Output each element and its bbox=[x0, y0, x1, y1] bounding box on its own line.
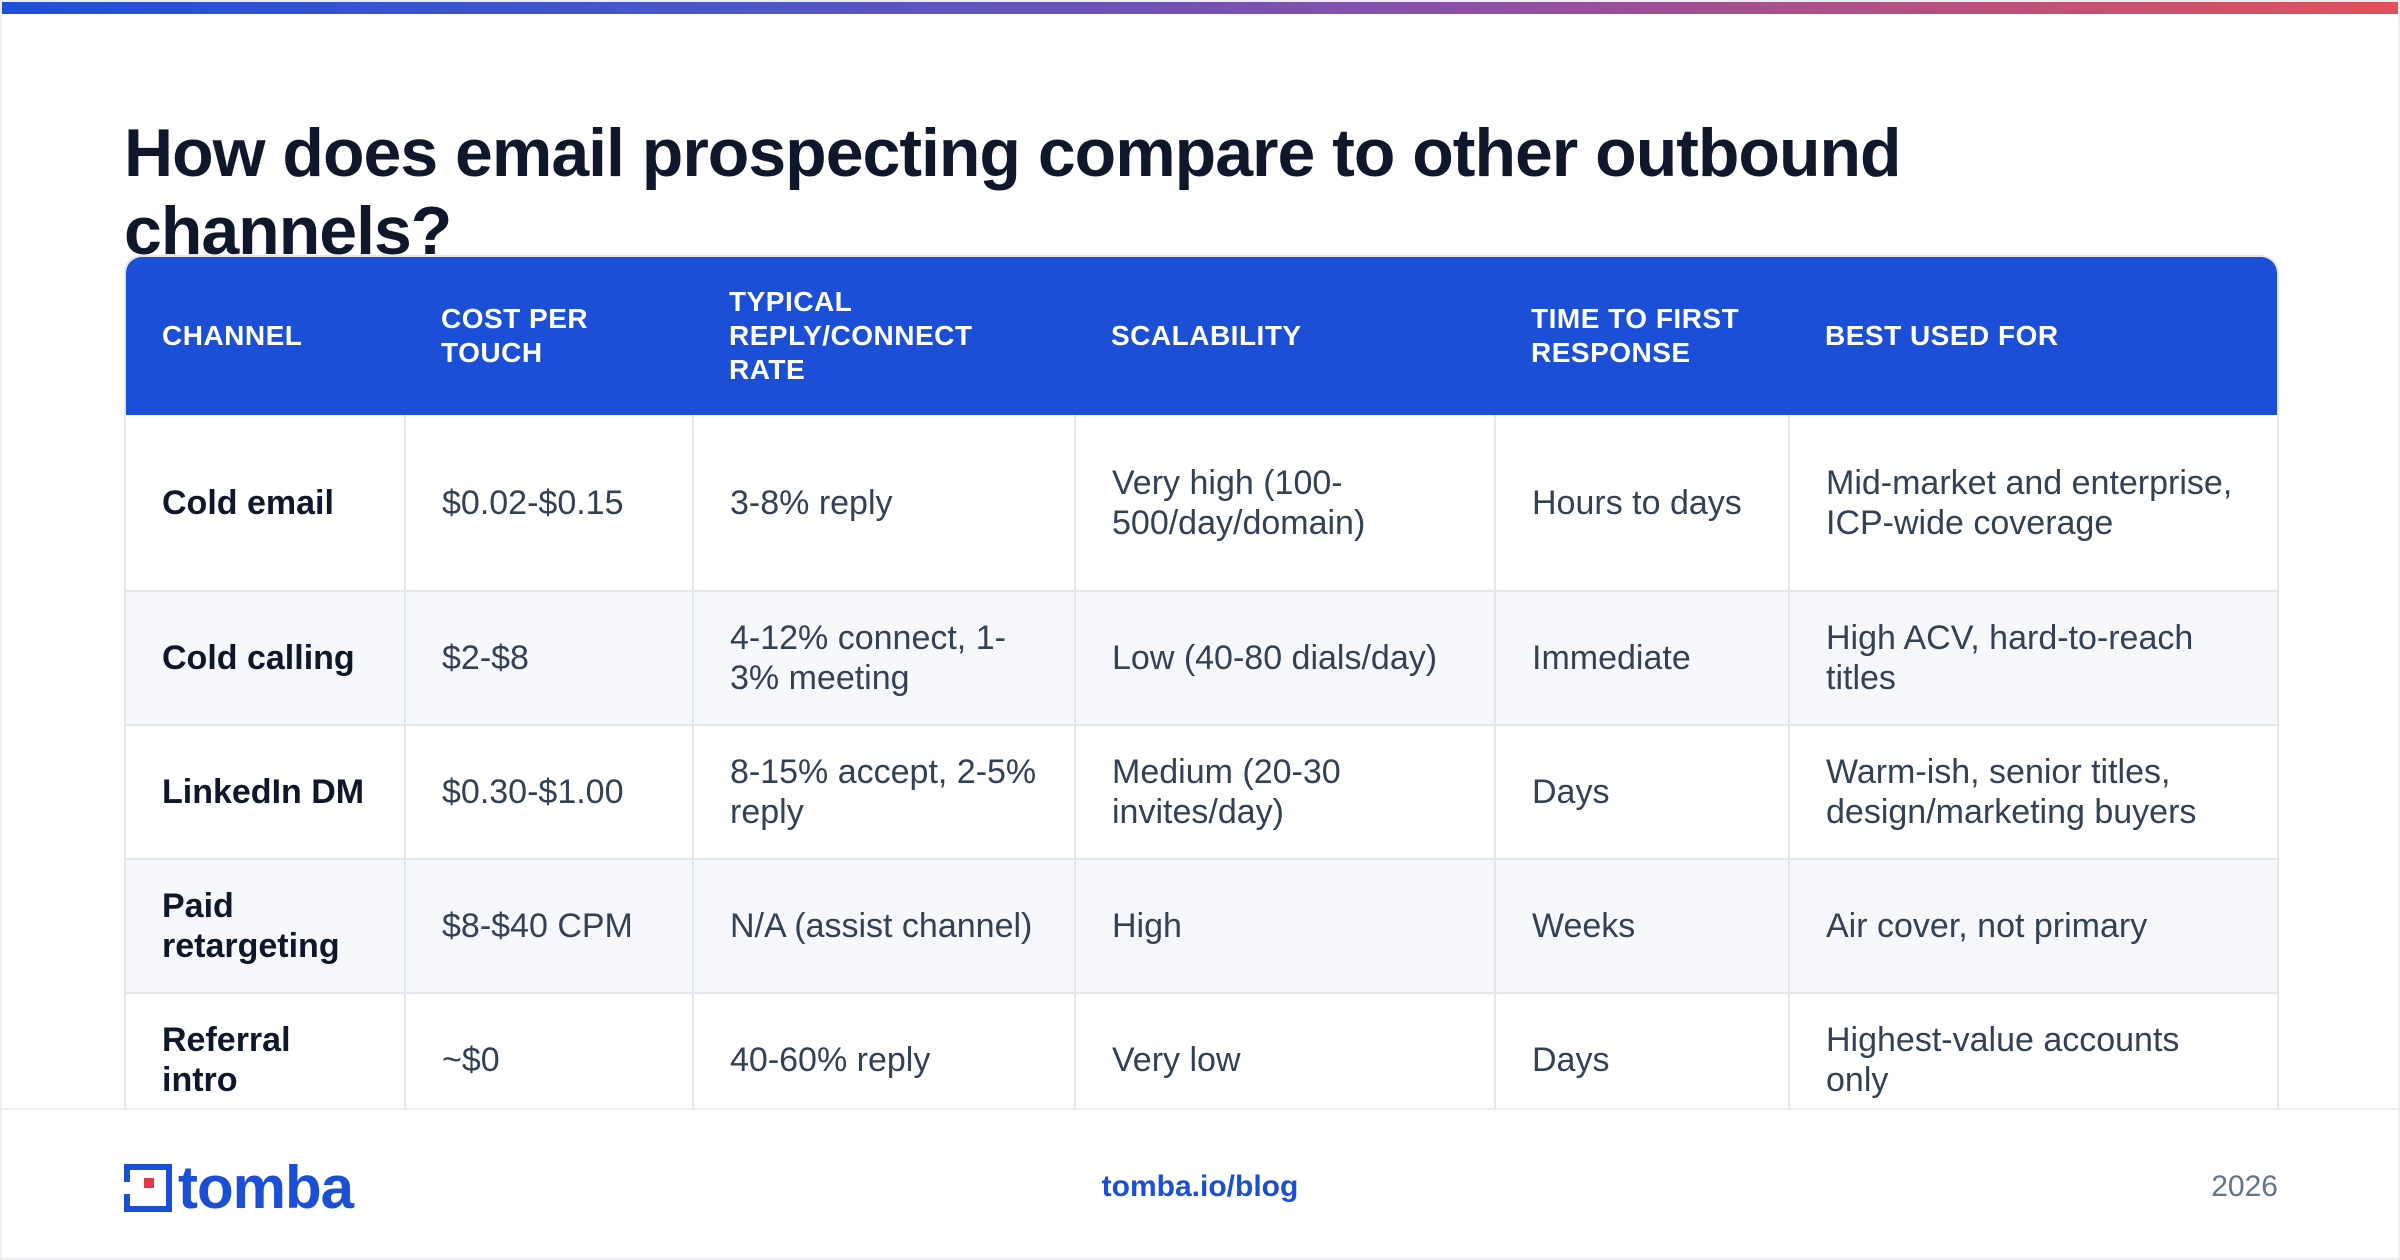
cell-response-time: Weeks bbox=[1495, 859, 1790, 994]
header-cost-per-touch: Cost per touch bbox=[405, 257, 693, 415]
table-row: Paid retargeting $8-$40 CPM N/A (assist … bbox=[126, 859, 2277, 994]
cell-scalability: Very high (100-500/day/domain) bbox=[1075, 415, 1496, 592]
page-title: How does email prospecting compare to ot… bbox=[124, 115, 1902, 269]
logo-wordmark: tomba bbox=[178, 1154, 354, 1221]
table-row: Cold email $0.02-$0.15 3-8% reply Very h… bbox=[126, 415, 2277, 592]
tomba-logo-mark-icon bbox=[124, 1164, 172, 1212]
cell-scalability: Medium (20-30 invites/day) bbox=[1075, 725, 1496, 860]
cell-reply-rate: 40-60% reply bbox=[693, 993, 1076, 1123]
cell-reply-rate: 3-8% reply bbox=[693, 415, 1076, 592]
header-scalability: Scalability bbox=[1075, 257, 1495, 415]
cell-channel: Paid retargeting bbox=[126, 859, 406, 994]
cell-cost: ~$0 bbox=[405, 993, 694, 1123]
footer-year: 2026 bbox=[2211, 1170, 2278, 1203]
header-time-to-first-response: Time to first response bbox=[1495, 257, 1789, 415]
cell-response-time: Immediate bbox=[1495, 591, 1790, 726]
cell-cost: $2-$8 bbox=[405, 591, 694, 726]
cell-channel: Cold email bbox=[126, 415, 406, 592]
cell-best-use: Mid-market and enterprise, ICP-wide cove… bbox=[1789, 415, 2277, 592]
cell-cost: $0.02-$0.15 bbox=[405, 415, 694, 592]
cell-response-time: Days bbox=[1495, 725, 1790, 860]
tomba-logo: tomba bbox=[124, 1154, 354, 1221]
comparison-table-container: Channel Cost per touch Typical reply/con… bbox=[124, 255, 2279, 1125]
cell-channel: Cold calling bbox=[126, 591, 406, 726]
cell-reply-rate: 4-12% connect, 1-3% meeting bbox=[693, 591, 1076, 726]
table-row: Referral intro ~$0 40-60% reply Very low… bbox=[126, 993, 2277, 1123]
cell-best-use: Warm-ish, senior titles, design/marketin… bbox=[1789, 725, 2277, 860]
cell-scalability: Low (40-80 dials/day) bbox=[1075, 591, 1496, 726]
cell-channel: LinkedIn DM bbox=[126, 725, 406, 860]
header-channel: Channel bbox=[126, 257, 405, 415]
table-row: LinkedIn DM $0.30-$1.00 8-15% accept, 2-… bbox=[126, 725, 2277, 860]
cell-best-use: Air cover, not primary bbox=[1789, 859, 2277, 994]
table-row: Cold calling $2-$8 4-12% connect, 1-3% m… bbox=[126, 591, 2277, 726]
cell-scalability: Very low bbox=[1075, 993, 1496, 1123]
top-gradient-bar bbox=[2, 2, 2398, 14]
footer: tomba tomba.io/blog 2026 bbox=[2, 1108, 2398, 1258]
cell-cost: $8-$40 CPM bbox=[405, 859, 694, 994]
cell-reply-rate: N/A (assist channel) bbox=[693, 859, 1076, 994]
comparison-table: Channel Cost per touch Typical reply/con… bbox=[126, 257, 2277, 1123]
cell-best-use: High ACV, hard-to-reach titles bbox=[1789, 591, 2277, 726]
cell-cost: $0.30-$1.00 bbox=[405, 725, 694, 860]
cell-reply-rate: 8-15% accept, 2-5% reply bbox=[693, 725, 1076, 860]
header-best-used-for: Best used for bbox=[1789, 257, 2277, 415]
cell-scalability: High bbox=[1075, 859, 1496, 994]
cell-response-time: Days bbox=[1495, 993, 1790, 1123]
table-header-row: Channel Cost per touch Typical reply/con… bbox=[126, 257, 2277, 415]
cell-best-use: Highest-value accounts only bbox=[1789, 993, 2277, 1123]
header-reply-rate: Typical reply/connect rate bbox=[693, 257, 1075, 415]
blog-link[interactable]: tomba.io/blog bbox=[1101, 1170, 1299, 1203]
cell-channel: Referral intro bbox=[126, 993, 406, 1123]
cell-response-time: Hours to days bbox=[1495, 415, 1790, 592]
